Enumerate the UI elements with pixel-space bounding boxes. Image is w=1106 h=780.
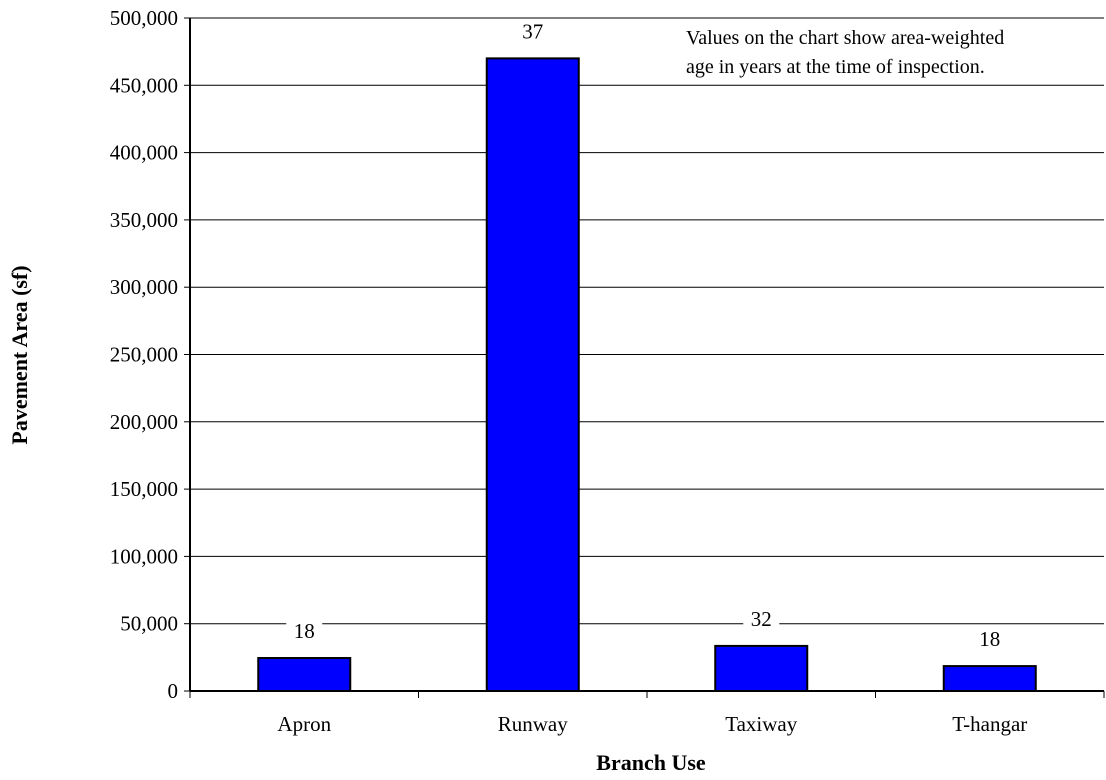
gridlines xyxy=(190,17,1104,625)
y-axis-title: Pavement Area (sf) xyxy=(7,265,32,444)
x-category-label: Taxiway xyxy=(725,712,798,736)
data-label-bg xyxy=(514,19,551,46)
data-label: 32 xyxy=(751,607,772,631)
x-category-label: Apron xyxy=(277,712,331,736)
annotation-line-1: Values on the chart show area-weighted xyxy=(686,27,1004,49)
data-label-bg xyxy=(971,627,1008,654)
bar-t-hangar xyxy=(942,665,1037,692)
y-tick-label: 300,000 xyxy=(110,275,178,299)
bar-apron xyxy=(257,657,352,693)
y-tick-label: 50,000 xyxy=(120,612,178,636)
y-tick-label: 250,000 xyxy=(110,343,178,367)
x-axis-categories: Apron Runway Taxiway T-hangar xyxy=(277,712,1027,736)
y-tick-label: 100,000 xyxy=(110,544,178,568)
bar-taxiway xyxy=(714,644,809,692)
y-tick-label: 200,000 xyxy=(110,410,178,434)
bars xyxy=(257,57,1037,693)
data-labels: 18 37 32 18 xyxy=(286,19,1008,654)
data-label: 18 xyxy=(294,619,315,643)
data-label: 18 xyxy=(979,627,1000,651)
x-category-label: T-hangar xyxy=(952,712,1027,736)
x-category-label: Runway xyxy=(498,712,568,736)
y-tick-label: 150,000 xyxy=(110,477,178,501)
data-label: 37 xyxy=(522,19,543,43)
y-axis-ticks: 0 50,000 100,000 150,000 200,000 250,000 300,0… xyxy=(110,6,1105,703)
y-tick-label: 450,000 xyxy=(110,73,178,97)
data-label-bg xyxy=(743,606,780,633)
annotation-line-2: age in years at the time of inspection. xyxy=(686,56,985,78)
bar-runway xyxy=(485,57,580,692)
y-tick-label: 500,000 xyxy=(110,6,178,30)
x-axis-title: Branch Use xyxy=(596,750,706,775)
data-label-bg xyxy=(286,619,323,646)
y-tick-label: 400,000 xyxy=(110,141,178,165)
axes xyxy=(189,18,1104,692)
y-tick-label: 350,000 xyxy=(110,208,178,232)
y-tick-label: 0 xyxy=(168,679,179,703)
